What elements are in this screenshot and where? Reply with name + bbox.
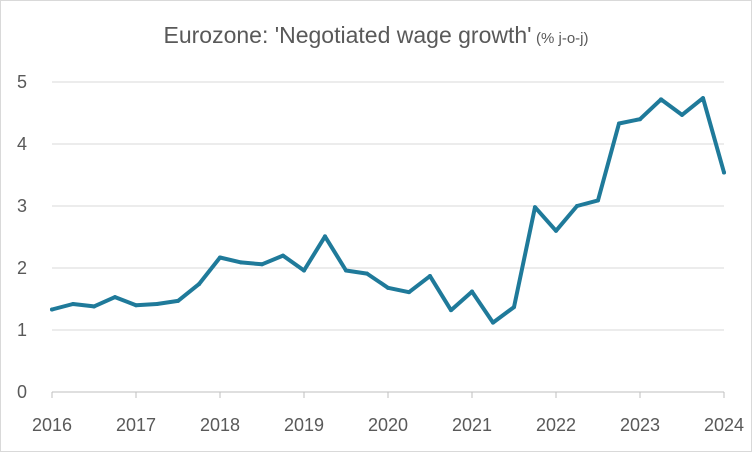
data-point <box>407 290 411 295</box>
x-tick-label: 2023 <box>620 415 660 435</box>
data-point <box>71 301 75 306</box>
x-tick-label: 2024 <box>704 415 744 435</box>
data-point <box>344 268 348 273</box>
data-point <box>449 308 453 313</box>
data-point <box>386 285 390 290</box>
data-point <box>281 253 285 258</box>
data-point <box>239 260 243 265</box>
x-tick-label: 2020 <box>368 415 408 435</box>
data-point <box>533 205 537 210</box>
data-point <box>218 255 222 260</box>
data-point <box>554 228 558 233</box>
x-tick-label: 2018 <box>200 415 240 435</box>
data-point <box>575 204 579 208</box>
y-tick-label: 4 <box>17 134 27 154</box>
data-point <box>155 301 159 306</box>
data-point <box>680 112 684 117</box>
y-tick-label: 2 <box>17 258 27 278</box>
x-tick-label: 2022 <box>536 415 576 435</box>
data-point <box>50 307 54 312</box>
data-point <box>92 304 96 309</box>
y-tick-label: 0 <box>17 382 27 402</box>
chart-title-unit: (% j-o-j) <box>536 30 589 47</box>
data-point <box>134 303 138 308</box>
y-tick-label: 5 <box>17 72 27 92</box>
data-point <box>617 121 621 126</box>
data-point <box>197 282 201 287</box>
data-point <box>428 274 432 279</box>
x-tick-label: 2017 <box>116 415 156 435</box>
data-point <box>722 170 726 175</box>
data-point <box>260 262 264 267</box>
data-point <box>512 305 516 310</box>
y-tick-label: 3 <box>17 196 27 216</box>
chart-title: Eurozone: 'Negotiated wage growth' (% j-… <box>0 22 752 49</box>
y-tick-label: 1 <box>17 320 27 340</box>
x-tick-label: 2021 <box>452 415 492 435</box>
data-point <box>491 320 495 325</box>
data-point <box>470 289 474 294</box>
data-point <box>323 234 327 239</box>
data-point <box>638 117 642 122</box>
data-point <box>113 295 117 300</box>
data-point <box>365 271 369 276</box>
data-point <box>659 97 663 102</box>
data-point <box>302 268 306 273</box>
data-point <box>176 298 180 303</box>
data-point <box>596 198 600 203</box>
data-point <box>701 96 705 101</box>
chart-title-text: Eurozone: 'Negotiated wage growth' <box>163 22 532 48</box>
x-tick-label: 2016 <box>32 415 72 435</box>
x-tick-label: 2019 <box>284 415 324 435</box>
